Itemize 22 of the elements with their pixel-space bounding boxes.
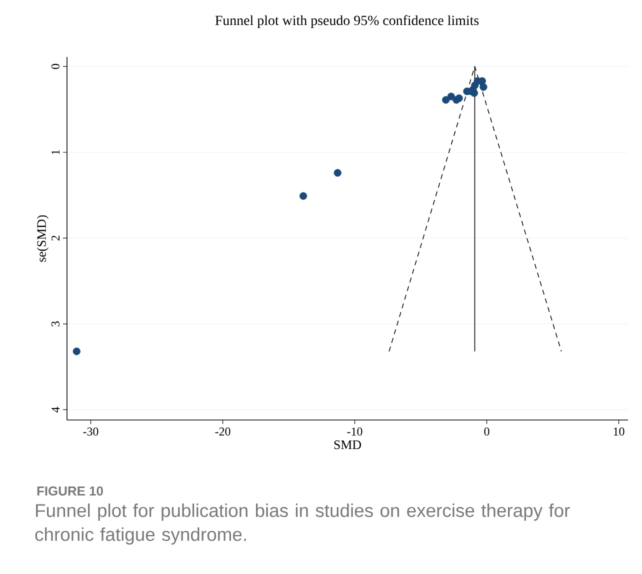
point: [299, 192, 308, 200]
y-tick-label: 3: [51, 321, 60, 326]
point: [480, 83, 488, 91]
text: Funnel plot for publication bias in studies on exercise therapy for chronic fatigue syndrome.: [35, 504, 570, 545]
caption: FIGURE 10: [37, 486, 103, 496]
x-tick-label: 0: [484, 428, 490, 436]
y-tick-label: 0: [51, 64, 60, 69]
y-axis-title: se(SMD): [36, 215, 49, 262]
x-axis-title: SMD: [334, 440, 362, 450]
point: [72, 348, 80, 356]
point: [455, 94, 463, 102]
y-tick-label: 2: [52, 236, 60, 241]
x-tick-label: 10: [614, 428, 624, 436]
y-tick-label: 1: [52, 150, 60, 154]
x-tick-label: -30: [83, 428, 98, 436]
chart-title: Funnel plot with pseudo 95% confidence limits: [215, 15, 479, 28]
x-tick-label: -20: [215, 428, 230, 436]
point: [442, 96, 450, 104]
x-tick-label: -10: [347, 428, 362, 436]
point: [447, 92, 455, 100]
point: [334, 169, 342, 177]
y-tick-label: 4: [52, 406, 60, 412]
